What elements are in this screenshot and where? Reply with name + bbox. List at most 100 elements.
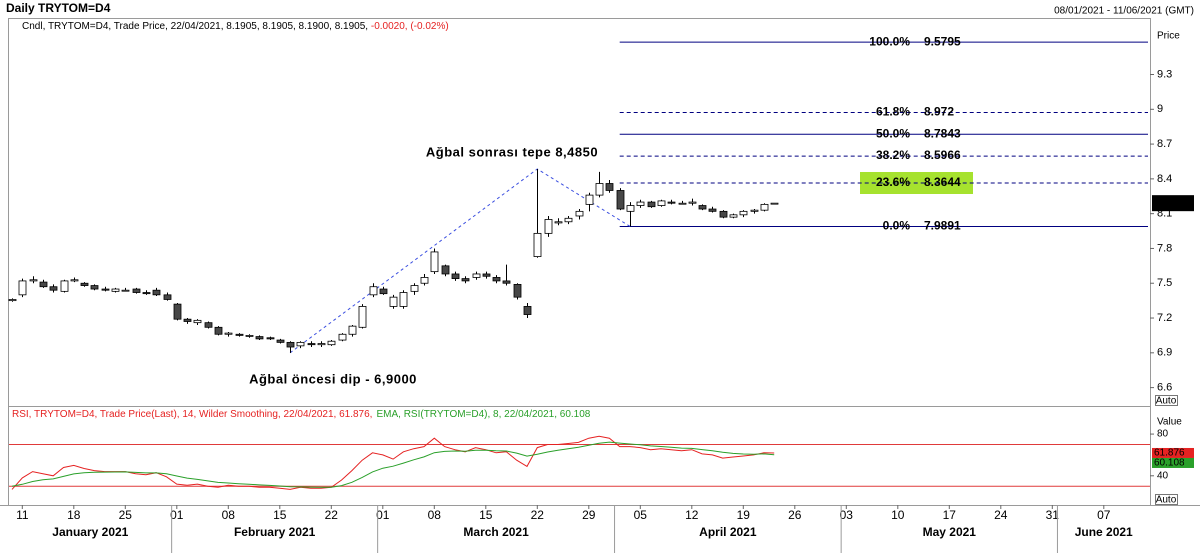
fib-value: 7.9891: [924, 219, 961, 233]
y-tick-label: 7.8: [1157, 242, 1172, 254]
candle-body: [441, 265, 450, 275]
candle-body: [101, 288, 110, 291]
candle-body: [49, 286, 58, 291]
legend-change: -0.0020, (-0.02%): [371, 21, 449, 32]
legend-text: Cndl, TRYTOM=D4, Trade Price, 22/04/2021…: [22, 21, 368, 32]
candle-body: [420, 277, 429, 284]
price-legend: Cndl, TRYTOM=D4, Trade Price, 22/04/2021…: [22, 21, 449, 32]
candle-body: [523, 306, 532, 315]
candle-body: [750, 209, 759, 212]
annotation: Ağbal sonrası tepe 8,4850: [426, 144, 598, 159]
x-tick-label: 11: [16, 508, 29, 522]
candle-body: [389, 296, 398, 307]
rsi-line: [11, 441, 775, 488]
candle-body: [204, 322, 213, 328]
y-tick-label: 7.5: [1157, 277, 1172, 289]
fib-percent: 38.2%: [876, 148, 910, 162]
candle-body: [502, 280, 511, 284]
candle-body: [317, 343, 326, 346]
month-label: April 2021: [699, 525, 757, 539]
auto-button-label[interactable]: Auto: [1156, 495, 1177, 506]
candle-body: [111, 288, 120, 292]
candle-body: [255, 336, 264, 340]
candle-body: [719, 210, 728, 218]
auto-button-box[interactable]: [1155, 395, 1178, 406]
candle-body: [245, 335, 254, 337]
x-tick-label: 22: [325, 508, 339, 522]
candle-body: [554, 221, 563, 224]
auto-button[interactable]: Auto: [1155, 395, 1178, 407]
candle-body: [307, 343, 316, 346]
candle-body: [760, 203, 769, 211]
candle-body: [575, 210, 584, 217]
candle-body: [29, 279, 38, 282]
candle-body: [348, 325, 357, 335]
x-tick-label: 31: [1046, 508, 1060, 522]
x-tick-label: 24: [994, 508, 1008, 522]
x-tick-label: 29: [582, 508, 596, 522]
fib-value: 8.5966: [924, 148, 961, 162]
x-tick-label: 10: [891, 508, 905, 522]
last-value-label: 61.876: [1154, 448, 1185, 459]
x-tick-label: 05: [634, 508, 648, 522]
candle-body: [121, 289, 130, 292]
candle-body: [235, 333, 244, 336]
fib-value: 9.5795: [924, 34, 961, 48]
fib-value: 8.7843: [924, 126, 961, 140]
candle-body: [379, 288, 388, 295]
candle-body: [8, 299, 17, 302]
candle-body: [698, 205, 707, 210]
candle-body: [132, 288, 141, 293]
y-tick-label: 7.2: [1157, 312, 1172, 324]
candle-body: [585, 194, 594, 205]
y-tick-label: 6.6: [1157, 382, 1172, 394]
candle-body: [173, 303, 182, 320]
rsi-legend: RSI, TRYTOM=D4, Trade Price(Last), 14, W…: [12, 409, 591, 420]
window-title: Daily TRYTOM=D4: [6, 1, 111, 15]
candle-body: [183, 318, 192, 322]
candle-body: [163, 294, 172, 300]
x-tick-label: 17: [943, 508, 957, 522]
last-price-label: 8.1905: [1155, 196, 1192, 210]
candle-body: [266, 337, 275, 340]
y-tick-label: 80: [1157, 429, 1169, 440]
candle-body: [544, 219, 553, 234]
auto-button-label[interactable]: Auto: [1156, 396, 1177, 407]
candle-body: [461, 278, 470, 282]
candle-body: [626, 205, 635, 212]
candle-body: [667, 201, 676, 204]
candle-body: [338, 333, 347, 341]
y-tick-label: 9.3: [1157, 68, 1172, 80]
candle-body: [70, 279, 79, 282]
fib-percent: 100.0%: [869, 34, 910, 48]
month-label: January 2021: [52, 525, 128, 539]
candle-body: [739, 210, 748, 216]
candle-body: [224, 332, 233, 335]
y-tick-label: 8.7: [1157, 138, 1172, 150]
x-tick-label: 12: [685, 508, 699, 522]
x-tick-label: 08: [222, 508, 236, 522]
candle-body: [358, 306, 367, 328]
x-tick-label: 08: [428, 508, 442, 522]
rsi-axis-title: Value: [1157, 417, 1182, 428]
price-axis-title: Price: [1157, 31, 1180, 42]
candle-body: [369, 286, 378, 296]
last-value-box: [1152, 457, 1194, 468]
candle-body: [636, 201, 645, 206]
auto-button-box[interactable]: [1155, 494, 1178, 505]
auto-button[interactable]: Auto: [1155, 494, 1178, 506]
x-tick-label: 18: [67, 508, 81, 522]
candle-body: [770, 202, 779, 205]
x-tick-label: 22: [531, 508, 545, 522]
candle-body: [430, 251, 439, 273]
fib-percent: 23.6%: [876, 175, 910, 189]
candle-body: [688, 201, 697, 204]
candle-body: [193, 319, 202, 324]
candle-body: [296, 341, 305, 347]
candle-body: [214, 326, 223, 335]
fib-value: 8.3644: [924, 175, 961, 189]
y-tick-label: 6.9: [1157, 347, 1172, 359]
x-tick-label: 15: [479, 508, 493, 522]
candle-body: [513, 283, 522, 298]
